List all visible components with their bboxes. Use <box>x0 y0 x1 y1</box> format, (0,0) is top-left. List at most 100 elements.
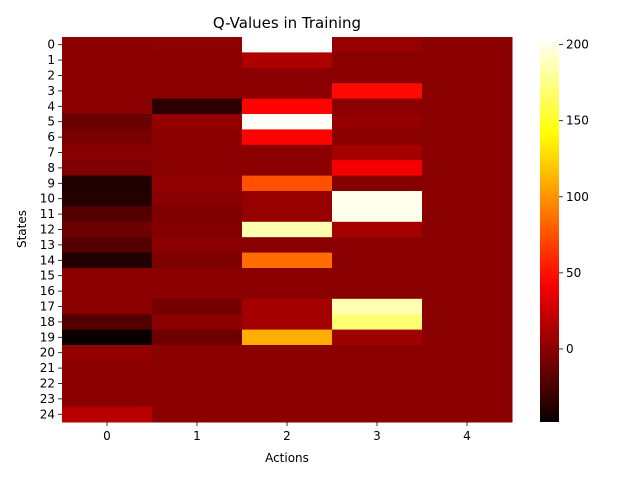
y-tick-label: 24 <box>40 407 55 421</box>
heatmap-cell-s18-a2 <box>242 314 333 331</box>
colorbar-tick-label: 0 <box>566 342 574 356</box>
heatmap-cell-s2-a3 <box>332 67 423 84</box>
chart-title: Q-Values in Training <box>213 14 361 32</box>
heatmap-cell-s23-a1 <box>152 391 243 408</box>
heatmap-cell-s22-a3 <box>332 375 423 392</box>
heatmap-cell-s9-a4 <box>422 175 513 192</box>
heatmap-cell-s16-a2 <box>242 283 333 300</box>
heatmap-cell-s15-a2 <box>242 268 333 284</box>
heatmap-cell-s8-a1 <box>152 160 243 177</box>
heatmap-cells <box>62 37 513 423</box>
y-tick-label: 15 <box>40 269 55 283</box>
heatmap-cell-s14-a2 <box>242 252 333 269</box>
heatmap-cell-s13-a2 <box>242 237 333 254</box>
heatmap-cell-s24-a0 <box>62 406 153 423</box>
heatmap-cell-s1-a4 <box>422 52 513 69</box>
heatmap-cell-s10-a4 <box>422 191 513 207</box>
heatmap-cell-s0-a2 <box>242 37 333 53</box>
heatmap-cell-s9-a1 <box>152 175 243 192</box>
colorbar-gradient <box>540 37 559 422</box>
y-tick-label: 8 <box>47 161 55 175</box>
x-tick-label: 0 <box>103 429 111 443</box>
heatmap-cell-s1-a0 <box>62 52 153 69</box>
y-tick-label: 3 <box>47 84 55 98</box>
heatmap-cell-s19-a1 <box>152 329 243 346</box>
heatmap-cell-s6-a4 <box>422 129 513 146</box>
heatmap-cell-s0-a4 <box>422 37 513 53</box>
heatmap-cell-s15-a1 <box>152 268 243 284</box>
heatmap-cell-s11-a3 <box>332 206 423 223</box>
heatmap-cell-s4-a1 <box>152 98 243 115</box>
heatmap-cell-s9-a2 <box>242 175 333 192</box>
heatmap-cell-s15-a3 <box>332 268 423 284</box>
heatmap-cell-s12-a3 <box>332 221 423 238</box>
heatmap-cell-s6-a2 <box>242 129 333 146</box>
x-axis: 0 1 2 3 4 <box>103 422 471 443</box>
y-tick-label: 19 <box>40 330 55 344</box>
heatmap-cell-s5-a2 <box>242 114 333 130</box>
heatmap-cell-s3-a2 <box>242 83 333 100</box>
y-tick-label: 16 <box>40 284 55 298</box>
y-tick-label: 2 <box>47 69 55 83</box>
heatmap-cell-s20-a3 <box>332 345 423 361</box>
colorbar-tick-label: 50 <box>566 266 581 280</box>
colorbar-tick-label: 200 <box>566 38 589 52</box>
heatmap-cell-s20-a4 <box>422 345 513 361</box>
heatmap-cell-s10-a3 <box>332 191 423 207</box>
y-tick-label: 18 <box>40 315 55 329</box>
heatmap-cell-s15-a0 <box>62 268 153 284</box>
heatmap-cell-s16-a1 <box>152 283 243 300</box>
colorbar-tick-label: 150 <box>566 114 589 128</box>
heatmap-cell-s12-a2 <box>242 221 333 238</box>
heatmap-cell-s20-a0 <box>62 345 153 361</box>
heatmap-cell-s19-a2 <box>242 329 333 346</box>
y-axis-label: States <box>15 210 29 248</box>
y-tick-label: 22 <box>40 377 55 391</box>
heatmap-cell-s1-a2 <box>242 52 333 69</box>
heatmap-cell-s2-a0 <box>62 67 153 84</box>
heatmap-cell-s13-a3 <box>332 237 423 254</box>
heatmap-cell-s6-a0 <box>62 129 153 146</box>
heatmap-cell-s9-a3 <box>332 175 423 192</box>
heatmap-cell-s17-a1 <box>152 298 243 315</box>
heatmap-cell-s4-a4 <box>422 98 513 115</box>
heatmap-cell-s3-a4 <box>422 83 513 100</box>
heatmap-cell-s22-a1 <box>152 375 243 392</box>
heatmap-cell-s5-a1 <box>152 114 243 130</box>
heatmap-cell-s11-a2 <box>242 206 333 223</box>
heatmap-cell-s13-a0 <box>62 237 153 254</box>
y-tick-label: 13 <box>40 238 55 252</box>
colorbar-tick-label: 100 <box>566 190 589 204</box>
heatmap-cell-s0-a1 <box>152 37 243 53</box>
heatmap-cell-s20-a1 <box>152 345 243 361</box>
heatmap-cell-s18-a4 <box>422 314 513 331</box>
heatmap-cell-s10-a1 <box>152 191 243 207</box>
heatmap-cell-s21-a0 <box>62 360 153 377</box>
heatmap-cell-s13-a1 <box>152 237 243 254</box>
y-tick-label: 14 <box>40 253 55 267</box>
heatmap-cell-s16-a0 <box>62 283 153 300</box>
heatmap-cell-s7-a2 <box>242 144 333 161</box>
heatmap-cell-s6-a1 <box>152 129 243 146</box>
heatmap-cell-s2-a4 <box>422 67 513 84</box>
heatmap-cell-s14-a3 <box>332 252 423 269</box>
heatmap-cell-s12-a1 <box>152 221 243 238</box>
heatmap-cell-s16-a4 <box>422 283 513 300</box>
heatmap-cell-s23-a4 <box>422 391 513 408</box>
heatmap-cell-s7-a0 <box>62 144 153 161</box>
x-tick-label: 3 <box>373 429 381 443</box>
heatmap-cell-s17-a4 <box>422 298 513 315</box>
heatmap-cell-s0-a0 <box>62 37 153 53</box>
x-tick-label: 1 <box>193 429 201 443</box>
heatmap-cell-s0-a3 <box>332 37 423 53</box>
x-tick-label: 4 <box>463 429 471 443</box>
heatmap-cell-s10-a2 <box>242 191 333 207</box>
heatmap-cell-s21-a4 <box>422 360 513 377</box>
heatmap-cell-s20-a2 <box>242 345 333 361</box>
heatmap-cell-s24-a3 <box>332 406 423 423</box>
x-tick-label: 2 <box>283 429 291 443</box>
heatmap-cell-s14-a1 <box>152 252 243 269</box>
heatmap-cell-s17-a3 <box>332 298 423 315</box>
heatmap-cell-s13-a4 <box>422 237 513 254</box>
